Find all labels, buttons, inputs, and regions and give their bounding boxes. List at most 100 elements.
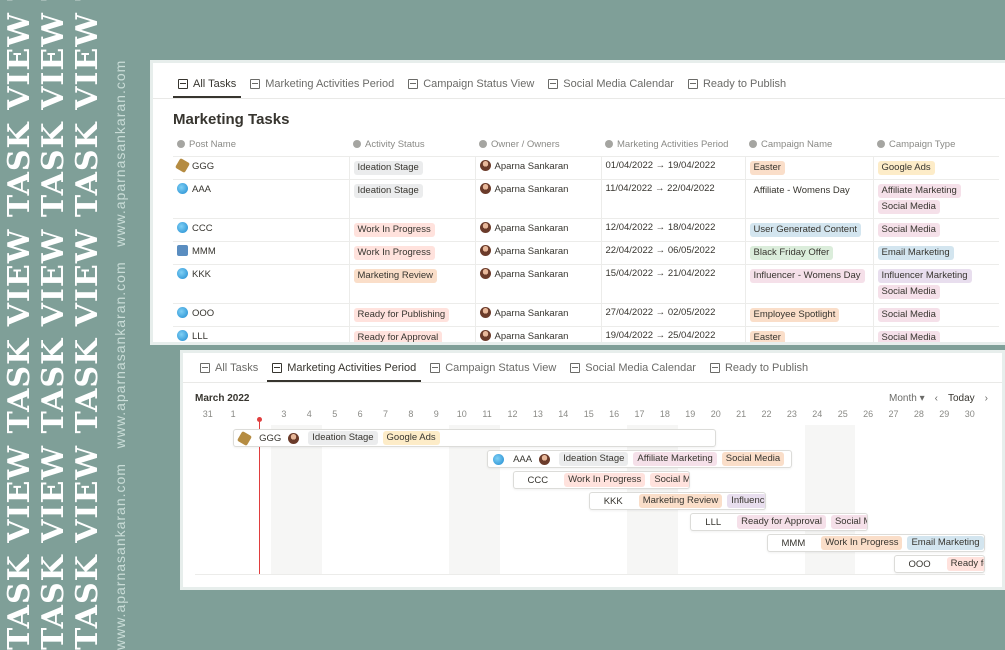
- status-cell[interactable]: Ready for Publishing: [349, 303, 476, 327]
- period-cell[interactable]: 19/04/2022 → 25/04/2022: [601, 326, 746, 342]
- table-row[interactable]: LLL Ready for Approval Aparna Sankaran 19/0…: [173, 326, 999, 342]
- campaign-type-tag: Social Media: [877, 307, 940, 322]
- period-cell[interactable]: 27/04/2022 → 02/05/2022: [601, 303, 746, 327]
- post-name-cell[interactable]: CCC: [173, 218, 350, 242]
- campaign-cell[interactable]: Influencer - Womens Day: [745, 264, 874, 304]
- tab-marketing-activities-period[interactable]: Marketing Activities Period: [245, 78, 399, 98]
- period-cell[interactable]: 15/04/2022 → 21/04/2022: [601, 264, 746, 304]
- timeline-bar[interactable]: OOO Ready for Publishing: [893, 555, 985, 573]
- owner-name: Aparna Sankaran: [494, 268, 569, 280]
- campaign-cell[interactable]: Employee Spotlight: [745, 303, 874, 327]
- status-cell[interactable]: Ideation Stage: [349, 156, 476, 180]
- timeline-month-label: March 2022: [195, 393, 250, 404]
- campaign-cell[interactable]: Easter: [745, 326, 874, 342]
- chevron-down-icon: ▾: [919, 393, 925, 404]
- table-row[interactable]: KKK Marketing Review Aparna Sankaran 15/04/…: [173, 264, 999, 304]
- column-header-post-name[interactable]: Post Name: [173, 134, 349, 157]
- status-cell[interactable]: Ready for Approval: [349, 326, 476, 342]
- globe-icon: [177, 182, 188, 194]
- owner-cell[interactable]: Aparna Sankaran: [475, 179, 602, 219]
- campaign-tag: Easter: [749, 160, 785, 175]
- owner-cell[interactable]: Aparna Sankaran: [475, 156, 602, 180]
- timeline-bar[interactable]: AAA Ideation Stage Affiliate Marketing Soci…: [487, 450, 792, 468]
- bar-name: GGG: [259, 432, 282, 444]
- tab-campaign-status-view[interactable]: Campaign Status View: [403, 78, 539, 98]
- period-cell[interactable]: 22/04/2022 → 06/05/2022: [601, 241, 746, 265]
- owner-cell[interactable]: Aparna Sankaran: [475, 218, 602, 242]
- timeline-bar[interactable]: MMM Work In Progress Email Marketing: [766, 534, 985, 552]
- campaign-cell[interactable]: Easter: [745, 156, 874, 180]
- status-cell[interactable]: Work In Progress: [349, 218, 476, 242]
- owner-cell[interactable]: Aparna Sankaran: [475, 326, 602, 342]
- tab-campaign-status-view[interactable]: Campaign Status View: [425, 362, 561, 382]
- today-marker: [256, 417, 262, 574]
- tab-ready-to-publish[interactable]: Ready to Publish: [705, 362, 813, 382]
- table-row[interactable]: OOO Ready for Publishing Aparna Sankaran 27…: [173, 303, 999, 327]
- campaign-type-cell[interactable]: Influencer Marketing Social Media: [873, 264, 999, 304]
- tab-label: Campaign Status View: [445, 362, 557, 374]
- scale-dropdown[interactable]: Month ▾: [889, 393, 925, 404]
- timeline-bar[interactable]: GGG Ideation Stage Google Ads: [233, 429, 716, 447]
- view-icon: [687, 79, 698, 89]
- column-header-marketing-activities-period[interactable]: Marketing Activities Period: [601, 134, 745, 157]
- day-label: 23: [786, 409, 797, 419]
- post-name-cell[interactable]: MMM: [173, 241, 350, 265]
- table-row[interactable]: AAA Ideation Stage Aparna Sankaran 11/04/20…: [173, 179, 999, 219]
- campaign-type-cell[interactable]: Social Media: [873, 303, 999, 327]
- post-name: MMM: [192, 245, 216, 257]
- timeline-bar[interactable]: LLL Ready for Approval Social Media: [690, 513, 869, 531]
- view-icon: [548, 79, 559, 89]
- campaign-type-cell[interactable]: Google Ads: [873, 156, 999, 180]
- timeline-bar[interactable]: CCC Work In Progress Social Media: [512, 471, 691, 489]
- post-name: CCC: [192, 222, 213, 234]
- day-label: 20: [710, 409, 721, 419]
- tab-ready-to-publish[interactable]: Ready to Publish: [683, 78, 791, 98]
- tab-social-media-calendar[interactable]: Social Media Calendar: [543, 78, 679, 98]
- owner-cell[interactable]: Aparna Sankaran: [475, 241, 602, 265]
- status-cell[interactable]: Work In Progress: [349, 241, 476, 265]
- table-row[interactable]: GGG Ideation Stage Aparna Sankaran 01/04/20…: [173, 156, 999, 180]
- tab-all-tasks[interactable]: All Tasks: [195, 362, 263, 382]
- next-arrow-icon[interactable]: ›: [984, 393, 988, 404]
- column-header-activity-status[interactable]: Activity Status: [349, 134, 475, 157]
- prev-arrow-icon[interactable]: ‹: [934, 393, 938, 404]
- period-cell[interactable]: 01/04/2022 → 19/04/2022: [601, 156, 746, 180]
- period-cell[interactable]: 12/04/2022 → 18/04/2022: [601, 218, 746, 242]
- campaign-type-cell[interactable]: Affiliate Marketing Social Media: [873, 179, 999, 219]
- column-header-campaign-name[interactable]: Campaign Name: [745, 134, 873, 157]
- post-name-cell[interactable]: AAA: [173, 179, 350, 219]
- post-name-cell[interactable]: LLL: [173, 326, 350, 342]
- post-name-cell[interactable]: KKK: [173, 264, 350, 304]
- campaign-cell[interactable]: Black Friday Offer: [745, 241, 874, 265]
- owner-cell[interactable]: Aparna Sankaran: [475, 264, 602, 304]
- tab-all-tasks[interactable]: All Tasks: [173, 78, 242, 98]
- campaign-type-cell[interactable]: Email Marketing: [873, 241, 999, 265]
- post-name: KKK: [192, 268, 212, 280]
- day-label: 3: [281, 409, 287, 419]
- table-row[interactable]: CCC Work In Progress Aparna Sankaran 12/04/…: [173, 218, 999, 242]
- avatar: [479, 267, 491, 279]
- today-button[interactable]: Today: [947, 393, 975, 404]
- day-label: 22: [761, 409, 772, 419]
- campaign-type-tag: Influencer Marketing: [877, 268, 972, 283]
- campaign-type-cell[interactable]: Social Media: [873, 326, 999, 342]
- post-name-cell[interactable]: GGG: [173, 156, 350, 180]
- status-cell[interactable]: Marketing Review: [349, 264, 476, 304]
- post-name-cell[interactable]: OOO: [173, 303, 350, 327]
- table-row[interactable]: MMM Work In Progress Aparna Sankaran 22/04/…: [173, 241, 999, 265]
- campaign-cell[interactable]: Affiliate - Womens Day: [745, 179, 874, 219]
- campaign-cell[interactable]: User Generated Content: [745, 218, 874, 242]
- period-cell[interactable]: 11/04/2022 → 22/04/2022: [601, 179, 746, 219]
- campaign-type-tag: Influencer Marketing: [727, 494, 766, 508]
- campaign-tag: Affiliate - Womens Day: [753, 184, 850, 196]
- column-header-campaign-type[interactable]: Campaign Type: [873, 134, 999, 157]
- tab-marketing-activities-period[interactable]: Marketing Activities Period: [267, 362, 422, 382]
- owner-cell[interactable]: Aparna Sankaran: [475, 303, 602, 327]
- column-header-owner-owners[interactable]: Owner / Owners: [475, 134, 601, 157]
- status-cell[interactable]: Ideation Stage: [349, 179, 476, 219]
- day-label: 10: [456, 409, 467, 419]
- tab-social-media-calendar[interactable]: Social Media Calendar: [565, 362, 701, 382]
- campaign-type-cell[interactable]: Social Media: [873, 218, 999, 242]
- avatar: [288, 432, 300, 444]
